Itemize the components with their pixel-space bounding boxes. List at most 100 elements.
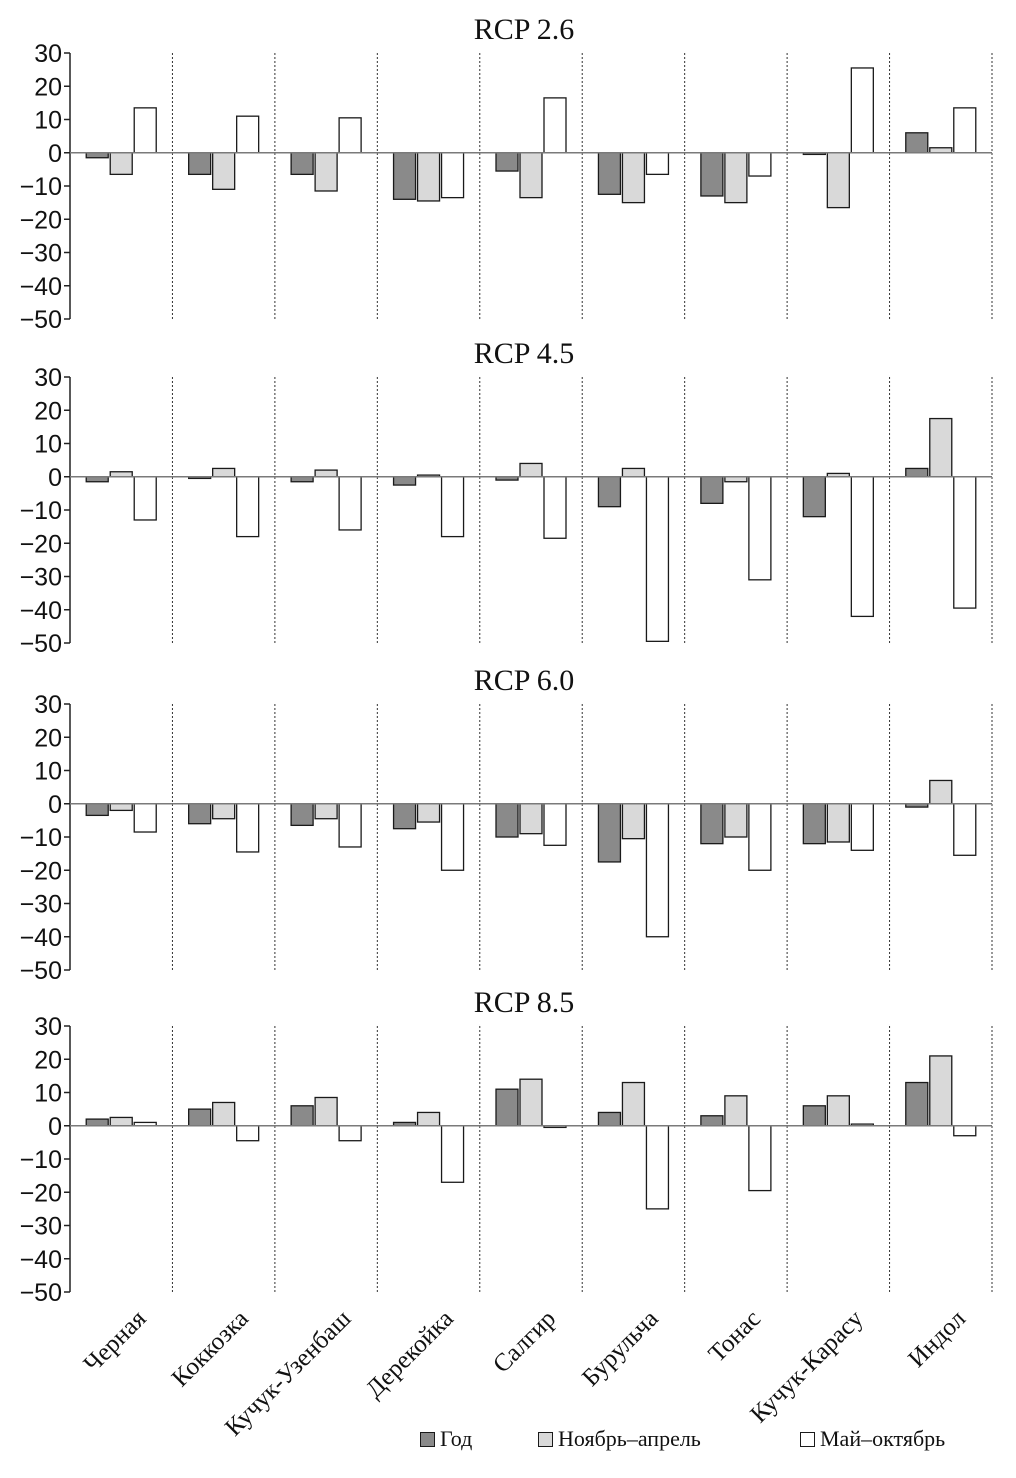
panel-title: RCP 4.5: [474, 337, 575, 370]
legend-label-year: Год: [440, 1426, 473, 1451]
bar-winter: [621, 467, 646, 478]
bar-summer: [543, 97, 567, 154]
y-tick-label: −40: [20, 924, 62, 952]
y-tick-label: −20: [20, 206, 62, 234]
x-category-label: Коккозка: [167, 1305, 254, 1392]
x-category-label: Дерекойка: [361, 1305, 459, 1403]
y-tick-label: −50: [20, 1279, 62, 1307]
bar-winter: [724, 1095, 748, 1127]
bar-winter: [416, 152, 441, 202]
bar-summer: [543, 476, 567, 539]
bar-year: [802, 803, 826, 845]
y-tick-label: −10: [20, 1146, 62, 1174]
bar-winter: [212, 803, 236, 820]
bar-year: [85, 1118, 109, 1127]
bar-winter: [621, 1081, 646, 1127]
y-tick-label: 30: [34, 1013, 62, 1041]
bar-summer: [645, 1125, 670, 1210]
y-tick-label: 0: [48, 791, 62, 819]
bar-year: [597, 152, 622, 195]
bar-year: [290, 1105, 314, 1127]
legend-label-winter: Ноябрь–апрель: [558, 1426, 701, 1451]
y-tick-label: −10: [20, 497, 62, 525]
y-tick-label: 20: [34, 73, 62, 101]
y-tick-label: 0: [48, 464, 62, 492]
chart-legend: Год Ноябрь–апрель Май–октябрь: [420, 1424, 1000, 1454]
y-tick-label: 20: [34, 724, 62, 752]
y-tick-label: −40: [20, 597, 62, 625]
bar-year: [700, 476, 724, 505]
panel-title: RCP 8.5: [474, 986, 575, 1019]
bar-year: [905, 132, 929, 154]
bar-year: [802, 1105, 826, 1127]
bar-winter: [314, 1096, 338, 1127]
bar-summer: [236, 476, 260, 538]
bar-year: [85, 803, 109, 817]
bar-winter: [929, 779, 953, 805]
bar-summer: [236, 115, 260, 154]
bar-winter: [212, 1101, 236, 1127]
bar-winter: [416, 803, 441, 823]
legend-label-summer: Май–октябрь: [820, 1426, 946, 1451]
bar-summer: [338, 803, 362, 848]
bar-winter: [519, 152, 543, 199]
bar-winter: [929, 417, 953, 478]
bar-year: [392, 803, 417, 830]
bar-winter: [519, 462, 543, 478]
y-tick-label: −30: [20, 891, 62, 919]
x-category-label: Бурульча: [577, 1305, 664, 1392]
bar-summer: [850, 67, 874, 154]
legend-item-summer: Май–октябрь: [800, 1424, 945, 1454]
bar-winter: [314, 803, 338, 820]
panel-title: RCP 6.0: [474, 664, 575, 697]
y-tick-label: −50: [20, 957, 62, 985]
y-tick-label: −40: [20, 273, 62, 301]
bar-year: [392, 152, 417, 200]
bar-winter: [724, 152, 748, 204]
y-tick-label: −20: [20, 1179, 62, 1207]
y-tick-label: 30: [34, 691, 62, 719]
bar-summer: [338, 117, 362, 154]
bar-summer: [133, 476, 157, 521]
bar-summer: [953, 107, 977, 154]
bar-year: [597, 1111, 622, 1127]
bar-summer: [133, 107, 157, 154]
y-tick-label: 0: [48, 140, 62, 168]
bar-winter: [826, 1095, 850, 1127]
bar-summer: [440, 152, 465, 199]
bar-year: [188, 1108, 212, 1127]
bar-winter: [212, 152, 236, 190]
y-tick-label: −40: [20, 1246, 62, 1274]
bar-year: [495, 1088, 519, 1127]
bar-summer: [645, 152, 670, 176]
bar-summer: [236, 803, 260, 853]
y-tick-label: −20: [20, 857, 62, 885]
bar-winter: [621, 803, 646, 840]
y-tick-label: −10: [20, 824, 62, 852]
x-category-label: Индол: [903, 1305, 971, 1373]
y-tick-label: 10: [34, 1080, 62, 1108]
bar-year: [905, 467, 929, 478]
bar-summer: [748, 152, 772, 177]
bar-year: [700, 803, 724, 845]
bar-year: [188, 152, 212, 176]
bar-winter: [212, 467, 236, 478]
y-tick-label: 20: [34, 1046, 62, 1074]
y-tick-label: −10: [20, 173, 62, 201]
bar-year: [905, 1081, 929, 1127]
bar-summer: [338, 476, 362, 531]
bar-summer: [748, 803, 772, 871]
x-category-label: Тонас: [704, 1305, 767, 1368]
y-tick-label: 30: [34, 364, 62, 392]
y-tick-label: 10: [34, 431, 62, 459]
bar-winter: [826, 152, 850, 209]
legend-swatch-summer: [800, 1431, 815, 1447]
y-tick-label: −50: [20, 630, 62, 658]
bar-summer: [953, 476, 977, 609]
bar-summer: [338, 1125, 362, 1142]
bar-winter: [519, 1078, 543, 1127]
bar-year: [495, 152, 519, 172]
y-tick-label: 10: [34, 758, 62, 786]
x-category-label: Черная: [79, 1305, 152, 1378]
